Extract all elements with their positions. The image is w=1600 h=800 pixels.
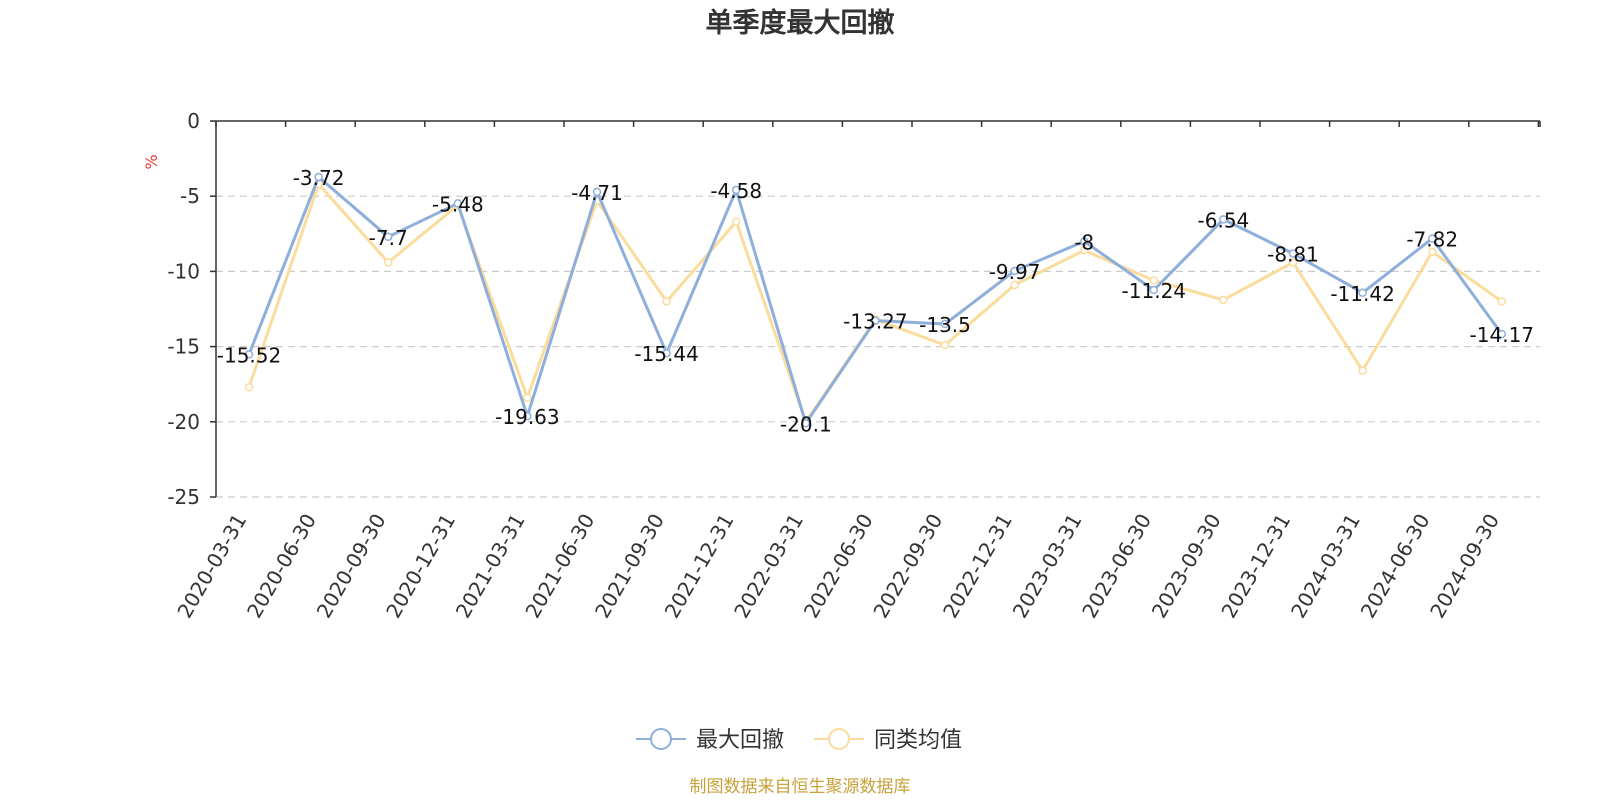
series-point-0[interactable] bbox=[1358, 288, 1367, 298]
data-label: -4.58 bbox=[710, 179, 762, 203]
data-label: -5.48 bbox=[432, 192, 484, 216]
x-tick-label: 2023-12-31 bbox=[1216, 510, 1295, 623]
series-point-0[interactable] bbox=[1219, 215, 1228, 224]
data-label: -13.27 bbox=[843, 310, 907, 334]
data-label: -14.17 bbox=[1470, 323, 1534, 347]
x-tick-label: 2022-12-31 bbox=[938, 510, 1017, 623]
data-label: -15.44 bbox=[634, 342, 698, 366]
series-point-1[interactable] bbox=[1288, 258, 1298, 267]
series-point-1[interactable] bbox=[1497, 297, 1507, 306]
series-point-1[interactable] bbox=[1358, 366, 1367, 375]
x-tick-label: 2021-09-30 bbox=[590, 510, 669, 623]
series-point-0[interactable] bbox=[731, 185, 741, 195]
series-point-0[interactable] bbox=[1427, 234, 1437, 243]
legend-item-max-drawdown[interactable]: 最大回撤 bbox=[636, 728, 784, 753]
series-point-0[interactable] bbox=[1010, 266, 1019, 276]
series-point-1[interactable] bbox=[940, 340, 950, 350]
source-note: 制图数据来自恒生聚源数据库 bbox=[690, 777, 911, 797]
series-point-1[interactable] bbox=[383, 258, 393, 267]
legend-label-max-drawdown: 最大回撤 bbox=[696, 728, 784, 753]
series bbox=[244, 172, 1507, 428]
x-tick-label: 2024-09-30 bbox=[1425, 510, 1504, 623]
series-point-0[interactable] bbox=[871, 316, 880, 325]
series-point-0[interactable] bbox=[662, 348, 671, 358]
data-label: -13.5 bbox=[919, 313, 971, 337]
data-labels: -15.52 -3.72 -7.7 -5.48 -19.63 -4.71 -15.44 -4.… bbox=[217, 166, 1534, 436]
series-point-1[interactable] bbox=[1219, 295, 1228, 305]
series-point-0[interactable] bbox=[1288, 249, 1298, 258]
series-line-1 bbox=[247, 182, 1503, 424]
chart-title: 单季度最大回撤 bbox=[706, 7, 895, 39]
x-tick-label: 2023-03-31 bbox=[1008, 510, 1087, 623]
series-point-1[interactable] bbox=[1010, 280, 1019, 290]
x-tick-label: 2022-03-31 bbox=[729, 510, 808, 623]
data-label: -20.1 bbox=[780, 412, 832, 436]
series-point-0[interactable] bbox=[1079, 237, 1089, 246]
data-label: -6.54 bbox=[1198, 208, 1250, 232]
x-tick-label: 2024-03-31 bbox=[1286, 510, 1365, 623]
x-tick-label: 2024-06-30 bbox=[1356, 510, 1435, 623]
grid bbox=[216, 195, 1540, 498]
data-label: -9.97 bbox=[989, 260, 1041, 284]
series-point-1[interactable] bbox=[1149, 276, 1159, 285]
x-tick-label: 2020-06-30 bbox=[242, 510, 321, 623]
data-label: -19.63 bbox=[495, 405, 559, 429]
data-label: -4.71 bbox=[571, 181, 623, 205]
series-point-1[interactable] bbox=[244, 382, 254, 392]
series-point-0[interactable] bbox=[383, 232, 393, 242]
y-tick-label: -10 bbox=[167, 259, 200, 283]
legend-label-peer-average: 同类均值 bbox=[874, 728, 962, 753]
x-tick-label: 2021-03-31 bbox=[451, 510, 530, 623]
series-point-0[interactable] bbox=[1497, 329, 1507, 339]
series-point-1[interactable] bbox=[731, 217, 741, 227]
data-label: -15.52 bbox=[217, 343, 281, 367]
x-tick-label: 2023-09-30 bbox=[1147, 510, 1226, 623]
x-tick-label: 2021-12-31 bbox=[660, 510, 739, 623]
data-label: -7.7 bbox=[369, 226, 408, 250]
x-tick-label: 2021-06-30 bbox=[520, 510, 599, 623]
y-tick-label: -25 bbox=[167, 485, 200, 509]
series-point-1[interactable] bbox=[1427, 247, 1437, 257]
series-point-0[interactable] bbox=[523, 411, 532, 421]
y-tick-label: 0 bbox=[187, 109, 200, 133]
series-point-1[interactable] bbox=[662, 297, 671, 306]
series-point-0[interactable] bbox=[1149, 285, 1159, 295]
x-tick-label: 2020-09-30 bbox=[312, 510, 391, 623]
series-point-0[interactable] bbox=[453, 199, 463, 208]
x-tick-label: 2022-06-30 bbox=[799, 510, 878, 623]
x-tick-label: 2022-09-30 bbox=[868, 510, 947, 623]
data-label: -8.81 bbox=[1267, 243, 1319, 267]
series-point-0[interactable] bbox=[801, 419, 811, 428]
data-label: -7.82 bbox=[1406, 228, 1458, 252]
axes: 0-5-10-15-20-252020-03-312020-06-302020-… bbox=[167, 109, 1541, 623]
y-tick-label: -20 bbox=[167, 410, 200, 434]
legend-item-peer-average[interactable]: 同类均值 bbox=[814, 728, 962, 753]
data-label: -3.72 bbox=[293, 166, 345, 190]
x-tick-label: 2020-12-31 bbox=[381, 510, 460, 623]
data-label: -8 bbox=[1074, 230, 1094, 254]
series-point-1[interactable] bbox=[523, 393, 532, 402]
y-tick-label: -5 bbox=[180, 184, 200, 208]
series-point-0[interactable] bbox=[244, 350, 254, 359]
y-tick-label: -15 bbox=[167, 335, 200, 359]
x-tick-label: 2020-03-31 bbox=[172, 510, 251, 623]
legend: 最大回撤 同类均值 bbox=[636, 728, 962, 753]
series-point-0[interactable] bbox=[314, 172, 323, 182]
y-axis-unit: % bbox=[142, 154, 161, 169]
series-point-0[interactable] bbox=[940, 319, 950, 329]
data-label: -11.24 bbox=[1122, 279, 1186, 303]
data-label: -11.42 bbox=[1330, 282, 1394, 306]
series-point-1[interactable] bbox=[1079, 246, 1089, 255]
x-tick-label: 2023-06-30 bbox=[1077, 510, 1156, 623]
series-point-0[interactable] bbox=[592, 187, 602, 197]
